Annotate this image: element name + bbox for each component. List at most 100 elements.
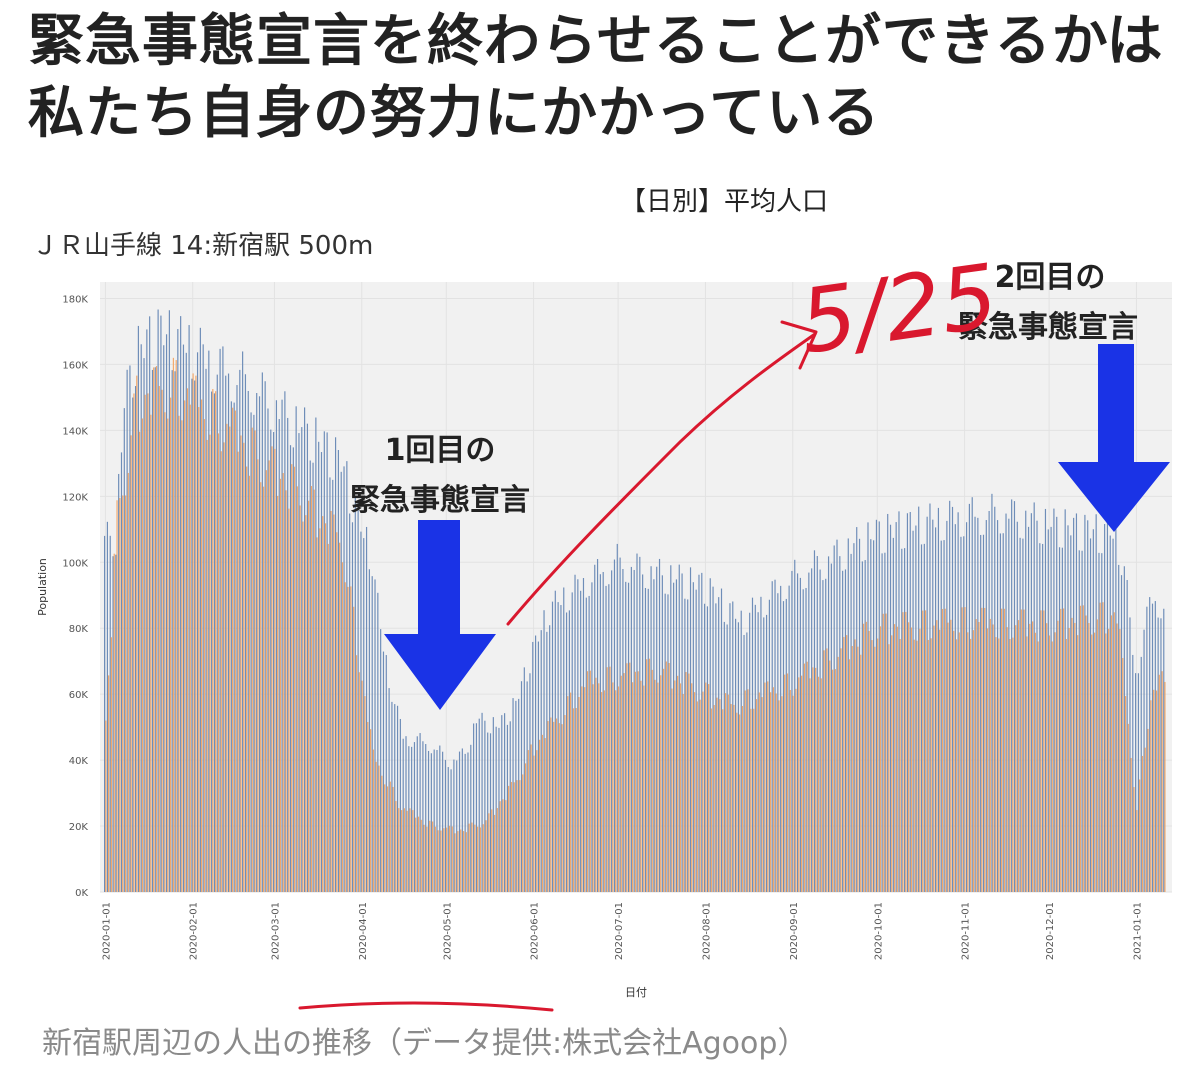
- chart-title: 【日別】平均人口: [620, 187, 828, 217]
- bar-blue: [878, 521, 880, 892]
- second-declaration-label-line-1: 2回目の: [995, 260, 1106, 295]
- bar-orange: [944, 608, 946, 892]
- bar-blue: [1070, 535, 1072, 892]
- bar-orange: [1096, 619, 1098, 892]
- bar-blue: [253, 414, 255, 892]
- bar-blue: [343, 466, 345, 892]
- bar-orange: [781, 696, 783, 892]
- bar-blue: [1036, 520, 1038, 892]
- bar-blue: [929, 503, 931, 892]
- bar-blue: [453, 759, 455, 892]
- bar-blue: [695, 589, 697, 892]
- bar-orange: [1150, 700, 1152, 892]
- bar-orange: [631, 682, 634, 892]
- bar-blue: [115, 554, 117, 892]
- bar-blue: [915, 525, 917, 892]
- bar-orange: [744, 690, 746, 892]
- bar-orange: [344, 582, 346, 892]
- bar-orange: [702, 691, 704, 892]
- bar-blue: [287, 417, 289, 892]
- bar-blue: [760, 596, 762, 892]
- bar-orange: [1017, 620, 1020, 892]
- bar-blue: [833, 545, 835, 892]
- bar-orange: [246, 466, 248, 892]
- bar-blue: [349, 513, 351, 892]
- bar-blue: [611, 570, 613, 892]
- bar-orange: [138, 431, 141, 892]
- bar-blue: [723, 621, 725, 892]
- bar-blue: [182, 344, 185, 892]
- bar-orange: [203, 419, 205, 892]
- bar-orange: [465, 832, 467, 892]
- bar-blue: [864, 560, 866, 892]
- bar-orange: [775, 693, 777, 892]
- bar-orange: [395, 801, 397, 892]
- x-tick-label: 2020-04-01: [358, 902, 369, 960]
- bar-orange: [417, 816, 420, 892]
- bar-orange: [786, 673, 789, 892]
- bar-orange: [1000, 608, 1003, 892]
- bar-blue: [306, 423, 309, 892]
- bar-blue: [994, 506, 996, 892]
- bar-orange: [817, 676, 820, 892]
- bar-blue: [639, 556, 641, 892]
- bar-blue: [188, 325, 190, 892]
- bar-blue: [515, 700, 517, 892]
- first-declaration-arrow: [384, 520, 496, 710]
- bar-blue: [1146, 606, 1148, 892]
- bar-blue: [427, 750, 430, 892]
- bar-blue: [430, 753, 432, 892]
- bar-orange: [493, 814, 496, 892]
- bar-blue: [385, 655, 387, 892]
- bar-orange: [1062, 608, 1065, 892]
- bar-orange: [795, 688, 797, 892]
- bar-blue: [954, 524, 956, 892]
- bar-blue: [1132, 654, 1134, 892]
- bar-blue: [971, 497, 973, 892]
- handwritten-underline: [298, 1001, 554, 1012]
- bar-blue: [484, 720, 486, 892]
- bar-blue: [134, 386, 137, 892]
- bar-orange: [603, 690, 605, 892]
- bar-blue: [613, 559, 616, 892]
- bar-orange: [660, 675, 662, 892]
- bar-blue: [1160, 618, 1162, 892]
- bar-blue: [932, 519, 934, 892]
- bar-orange: [415, 817, 417, 892]
- bar-orange: [502, 799, 504, 892]
- bar-blue: [126, 369, 128, 893]
- bar-blue: [749, 612, 751, 892]
- bar-orange: [1057, 620, 1059, 892]
- bar-blue: [112, 556, 114, 892]
- bar-blue: [304, 407, 306, 892]
- y-tick-label: 100K: [62, 558, 88, 569]
- bar-orange: [905, 611, 907, 892]
- bar-orange: [313, 489, 315, 892]
- bar-blue: [664, 593, 666, 892]
- bar-orange: [164, 412, 166, 892]
- bar-blue: [735, 618, 737, 892]
- bar-orange: [741, 705, 744, 892]
- bar-orange: [350, 586, 352, 892]
- y-tick-label: 140K: [62, 426, 88, 437]
- bar-blue: [1104, 524, 1106, 892]
- bar-blue: [951, 506, 954, 892]
- bar-orange: [916, 640, 918, 892]
- bar-blue: [656, 566, 658, 892]
- bar-orange: [375, 761, 377, 892]
- bar-orange: [305, 515, 307, 892]
- bar-orange: [398, 808, 400, 892]
- bar-blue: [396, 705, 399, 892]
- bar-blue: [554, 590, 556, 892]
- bar-orange: [122, 495, 124, 892]
- bar-orange: [719, 699, 721, 892]
- bar-orange: [429, 820, 431, 892]
- bar-blue: [681, 573, 683, 892]
- bar-orange: [868, 630, 870, 892]
- bar-blue: [704, 603, 706, 892]
- bar-blue: [216, 374, 218, 892]
- bar-orange: [992, 624, 994, 892]
- bar-blue: [492, 717, 494, 892]
- bar-orange: [657, 682, 659, 892]
- bar-orange: [727, 694, 729, 892]
